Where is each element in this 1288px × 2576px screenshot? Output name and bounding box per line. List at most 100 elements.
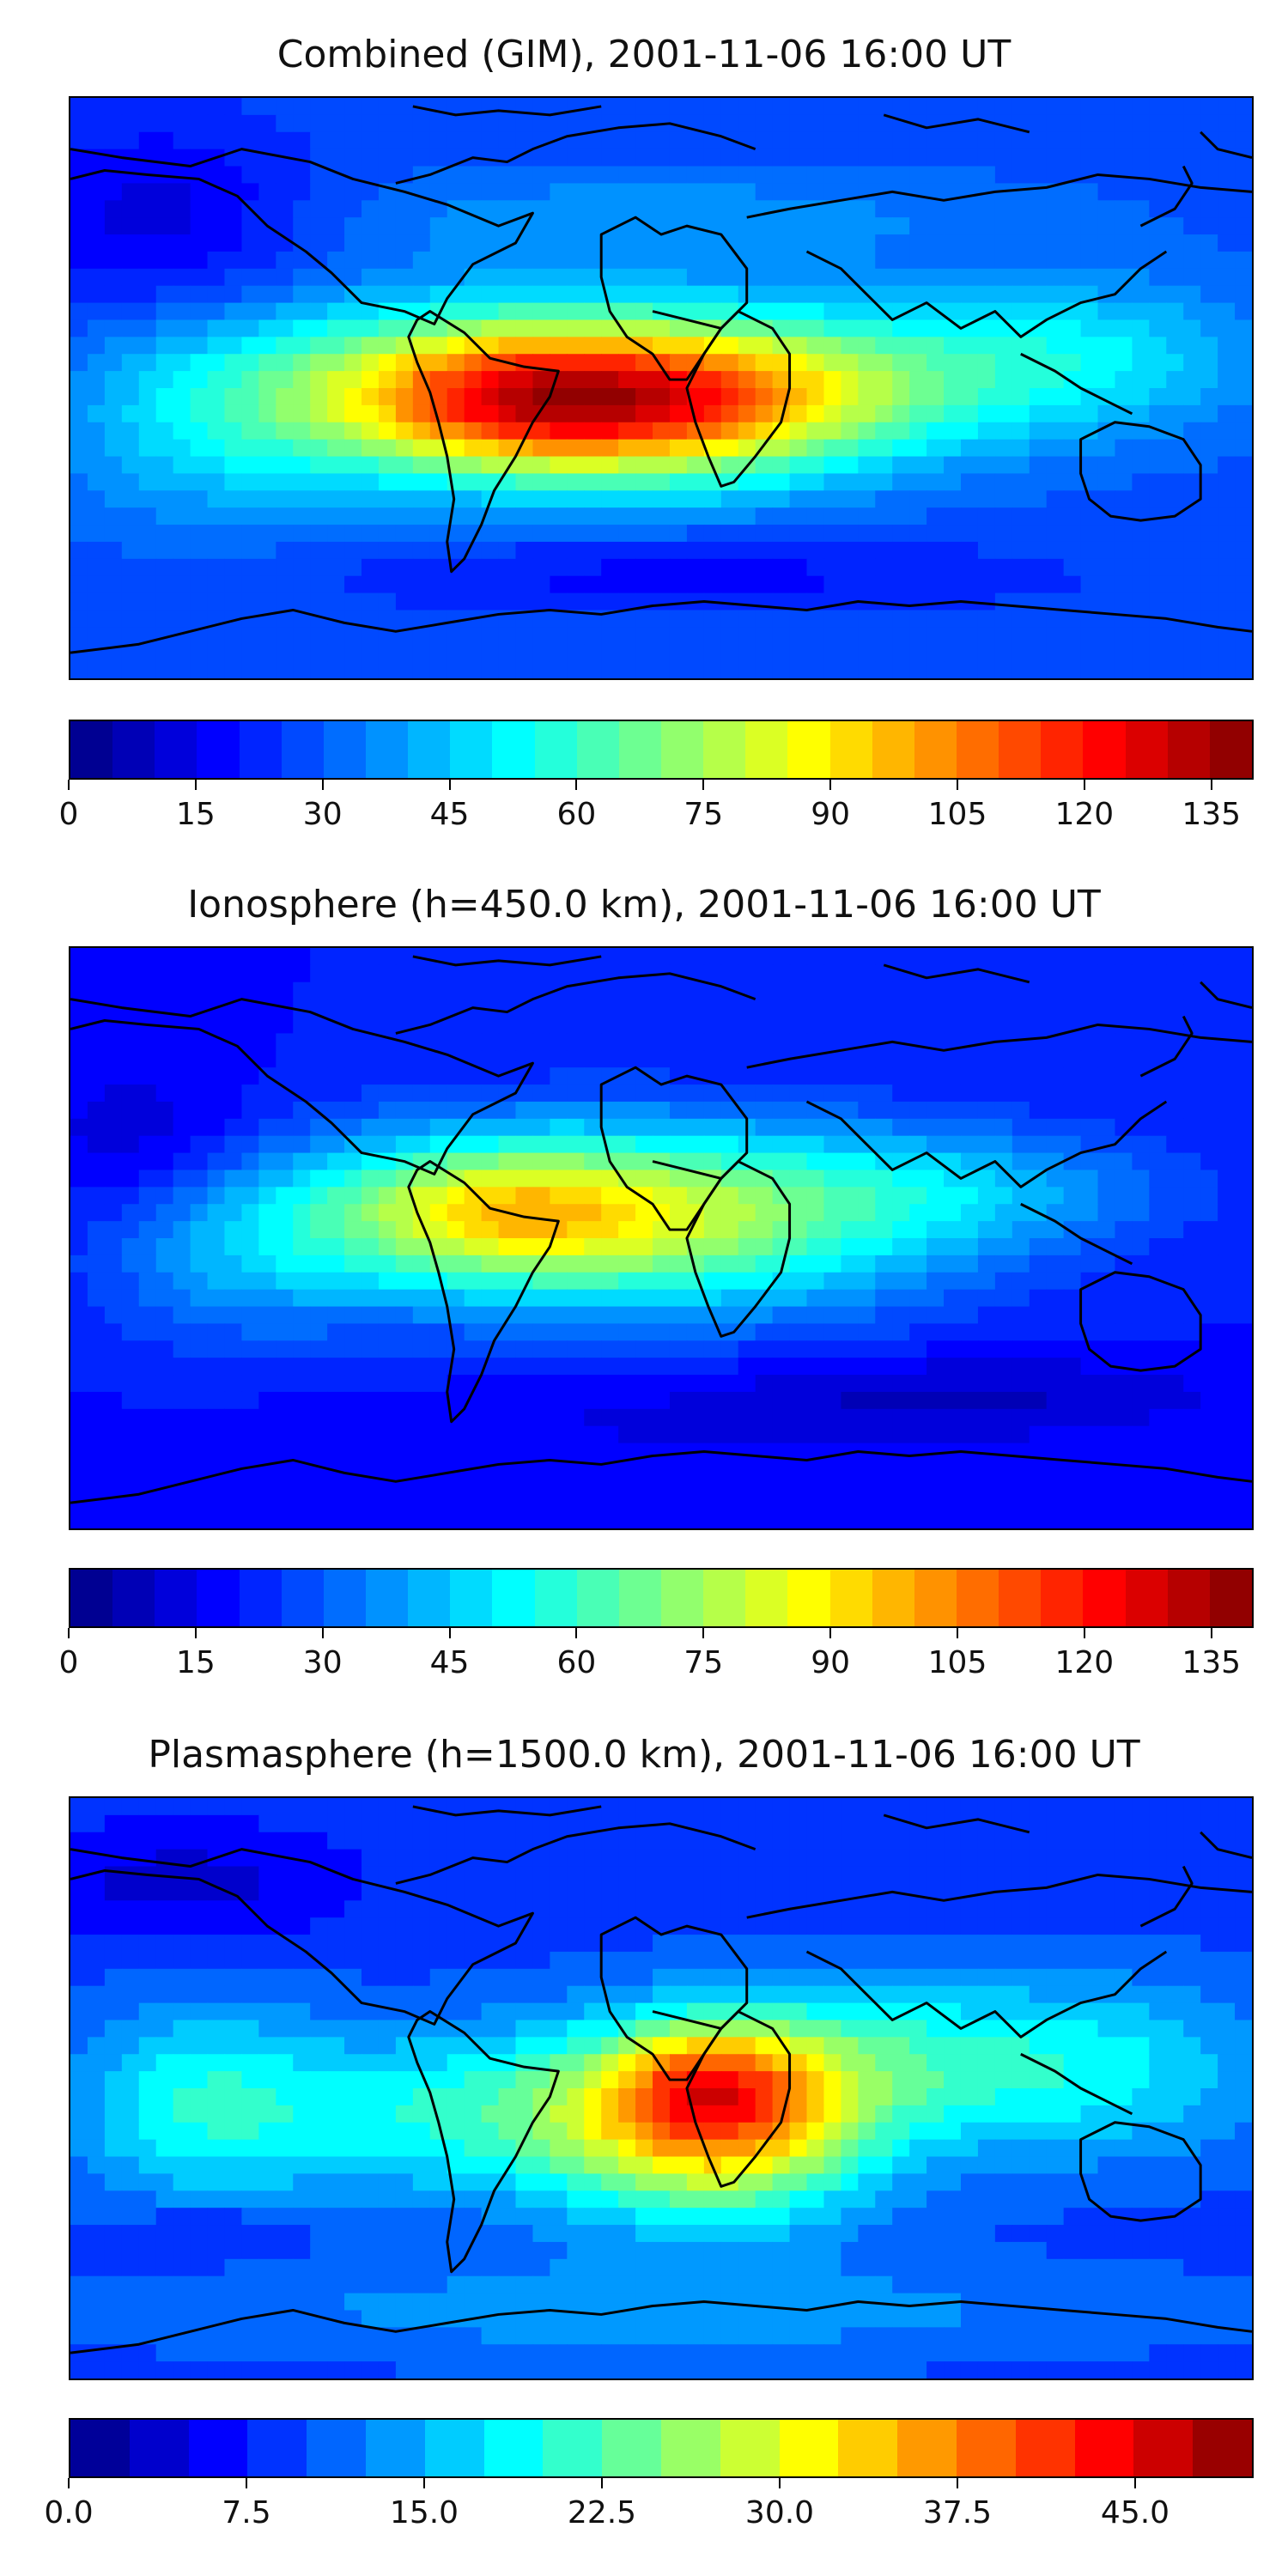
tec-cell	[858, 388, 876, 406]
tec-cell	[635, 1375, 653, 1393]
tec-cell	[1166, 1306, 1184, 1325]
tec-cell	[1183, 217, 1201, 235]
tec-cell	[1166, 388, 1184, 406]
tec-cell	[293, 1798, 311, 1816]
tec-cell	[703, 558, 722, 577]
tec-cell	[121, 1425, 140, 1444]
tec-cell	[1235, 404, 1252, 423]
tec-cell	[515, 251, 534, 270]
tec-cell	[1218, 948, 1236, 966]
tec-cell	[720, 1221, 739, 1239]
tec-cell	[1046, 490, 1065, 508]
tec-cell	[1183, 1391, 1201, 1410]
tec-cell	[806, 490, 825, 508]
tec-cell	[584, 558, 602, 577]
tec-cell	[276, 661, 294, 678]
tec-cell	[293, 1221, 311, 1239]
tec-cell	[173, 1016, 191, 1035]
tec-cell	[994, 1255, 1013, 1273]
tec-cell	[173, 1204, 191, 1222]
tec-cell	[1183, 1135, 1201, 1154]
tec-cell	[327, 1494, 345, 1512]
tec-cell	[635, 1272, 653, 1291]
tec-cell	[155, 1118, 174, 1137]
tec-cell	[276, 1255, 294, 1273]
tec-cell	[927, 456, 945, 475]
tec-cell	[772, 1221, 791, 1239]
tec-cell	[1166, 1289, 1184, 1308]
tick-mark	[1083, 1628, 1085, 1638]
tec-cell	[1063, 337, 1082, 355]
tec-cell	[909, 627, 927, 645]
tec-cell	[720, 1340, 739, 1358]
tec-cell	[669, 200, 688, 218]
tec-cell	[138, 114, 157, 133]
tec-cell	[841, 166, 859, 185]
tec-cell	[344, 1118, 362, 1137]
tec-cell	[1235, 1170, 1252, 1188]
tec-cell	[378, 661, 397, 678]
tec-cell	[720, 422, 739, 440]
tec-cell	[344, 948, 362, 966]
tec-cell	[806, 507, 825, 526]
tec-cell	[293, 1306, 311, 1325]
tec-cell	[447, 948, 465, 966]
tec-cell	[224, 541, 243, 560]
tec-cell	[173, 166, 191, 185]
tec-cell	[927, 1425, 945, 1444]
tec-cell	[550, 1084, 568, 1103]
tec-cell	[1200, 1375, 1218, 1393]
tec-cell	[927, 1814, 945, 1833]
tec-cell	[1132, 1033, 1150, 1051]
tec-cell	[720, 948, 739, 966]
tec-cell	[378, 1306, 397, 1325]
tec-cell	[378, 456, 397, 475]
tec-cell	[464, 592, 483, 611]
tec-cell	[1235, 131, 1252, 150]
tec-cell	[550, 1358, 568, 1376]
tec-cell	[601, 131, 619, 150]
tec-cell	[87, 337, 106, 355]
tec-cell	[858, 948, 876, 966]
tec-cell	[1046, 1443, 1065, 1461]
tec-cell	[1080, 98, 1099, 116]
tec-cell	[1063, 388, 1082, 406]
tec-cell	[258, 1477, 276, 1495]
tec-cell	[1218, 661, 1236, 678]
tec-cell	[875, 1375, 893, 1393]
tec-cell	[173, 268, 191, 287]
tec-cell	[498, 1323, 517, 1341]
tec-cell	[567, 439, 585, 458]
tec-cell	[858, 1187, 876, 1205]
tec-cell	[258, 1016, 276, 1035]
tec-cell	[104, 1272, 123, 1291]
tec-cell	[669, 592, 688, 611]
tec-cell	[361, 183, 380, 201]
tec-cell	[395, 1050, 414, 1068]
tec-cell	[653, 558, 671, 577]
tec-cell	[87, 1375, 106, 1393]
tec-cell	[224, 388, 243, 406]
tec-cell	[686, 999, 705, 1018]
colorbar-level	[576, 721, 619, 778]
tec-cell	[327, 234, 345, 252]
tec-cell	[1029, 1477, 1048, 1495]
tec-cell	[927, 422, 945, 440]
tec-cell	[1235, 1050, 1252, 1068]
tec-cell	[224, 592, 243, 611]
tec-cell	[532, 319, 550, 337]
tec-cell	[70, 507, 88, 526]
tec-cell	[1012, 1477, 1030, 1495]
tec-cell	[121, 371, 140, 389]
tec-cell	[207, 575, 226, 594]
tec-cell	[293, 371, 311, 389]
tec-cell	[138, 541, 157, 560]
tec-cell	[584, 183, 602, 201]
tec-cell	[412, 661, 431, 678]
tec-cell	[87, 525, 106, 543]
tec-cell	[207, 1067, 226, 1085]
tec-cell	[960, 541, 979, 560]
tec-cell	[327, 131, 345, 150]
tec-cell	[276, 1814, 294, 1833]
tec-cell	[618, 131, 636, 150]
